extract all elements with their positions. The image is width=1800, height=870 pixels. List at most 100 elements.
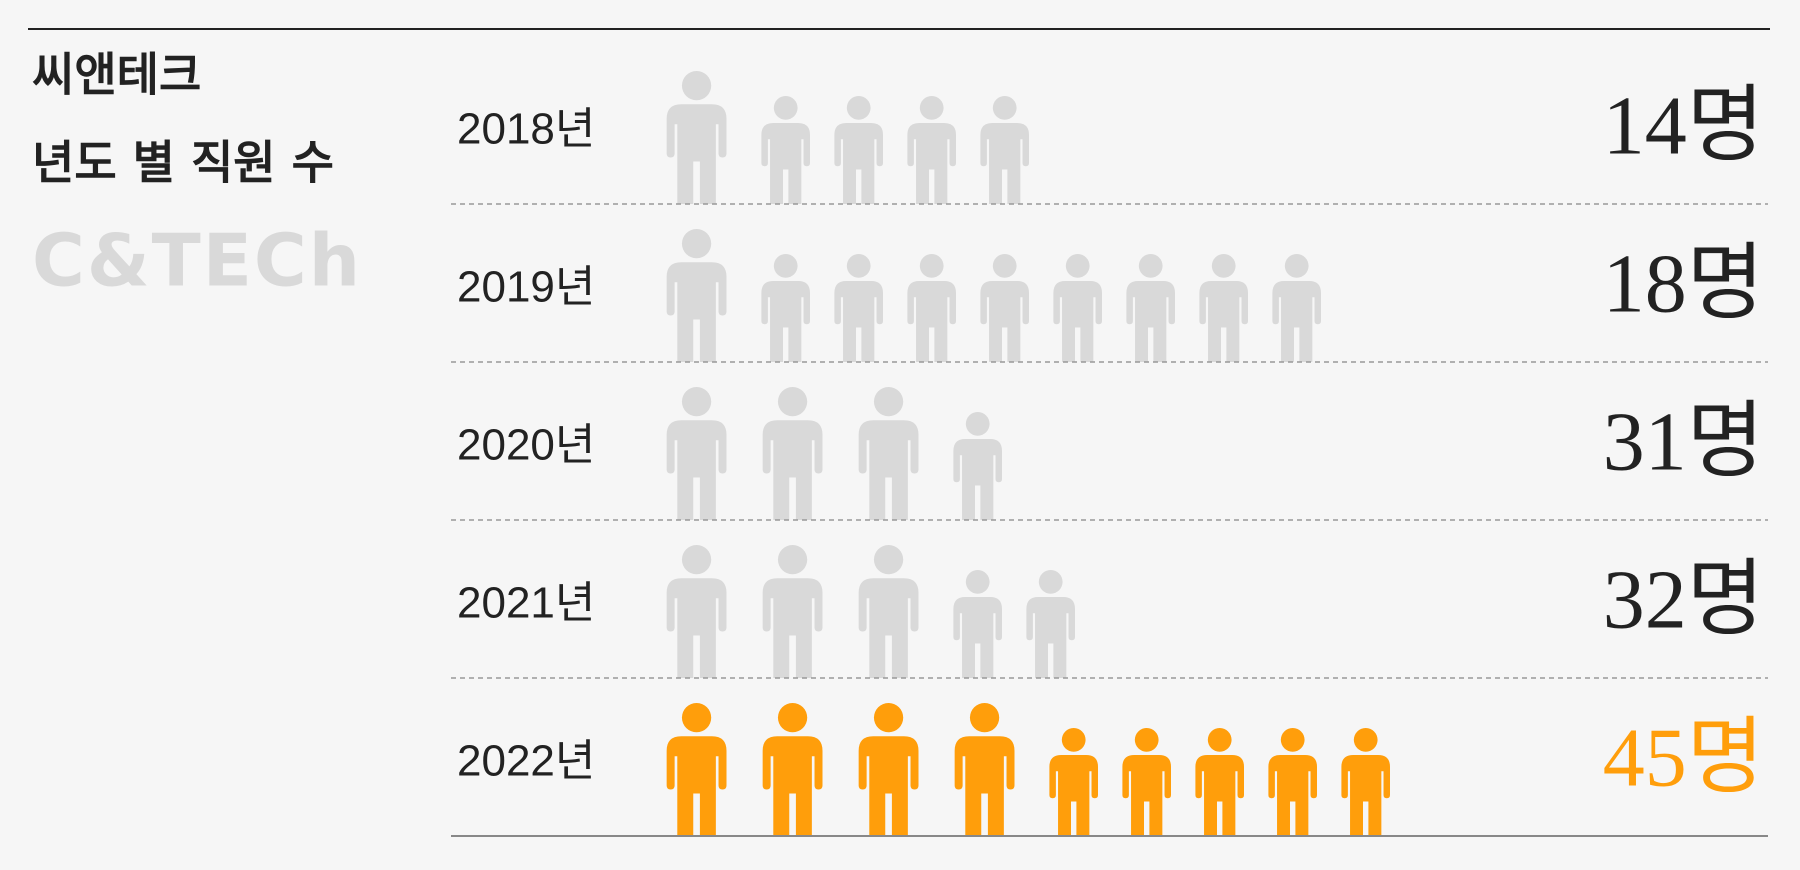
person-icon — [907, 254, 956, 362]
year-label: 2019년 — [457, 263, 595, 312]
icon-head — [773, 254, 798, 278]
person-icon — [980, 254, 1029, 362]
icon-body — [907, 281, 956, 362]
person-icon — [1341, 728, 1390, 836]
value-label: 45명 — [1603, 711, 1764, 804]
icon-body — [1122, 755, 1171, 836]
person-icon — [858, 703, 919, 836]
icon-head — [1065, 254, 1090, 278]
icon-head — [873, 545, 904, 575]
person-icon — [1272, 254, 1321, 362]
person-icon — [907, 96, 956, 204]
icon-head — [1038, 570, 1063, 594]
icon-head — [681, 229, 712, 259]
icon-head — [1280, 728, 1305, 752]
icon-body — [907, 123, 956, 204]
icon-head — [777, 703, 808, 733]
person-icon — [858, 387, 919, 520]
icon-body — [953, 439, 1002, 520]
icon-head — [992, 96, 1017, 120]
icon-body — [761, 281, 810, 362]
icon-body — [1126, 281, 1175, 362]
year-label: 2022년 — [457, 737, 595, 786]
value-label: 32명 — [1603, 553, 1764, 646]
icon-head — [1207, 728, 1232, 752]
person-icon — [1122, 728, 1171, 836]
person-icon — [666, 387, 727, 520]
person-icon — [666, 71, 727, 204]
logo: C&TECh — [32, 219, 362, 303]
chart-title: 씨앤테크 — [32, 48, 201, 102]
icon-body — [666, 104, 727, 204]
person-icon — [666, 229, 727, 362]
icon-head — [1061, 728, 1086, 752]
person-icon — [980, 96, 1029, 204]
chart-subtitle: 년도 별 직원 수 — [32, 136, 334, 190]
icon-body — [1268, 755, 1317, 836]
icon-head — [1211, 254, 1236, 278]
icon-head — [846, 96, 871, 120]
icon-head — [873, 387, 904, 417]
icon-body — [1026, 597, 1075, 678]
icon-head — [846, 254, 871, 278]
icon-body — [666, 736, 727, 836]
icon-body — [1272, 281, 1321, 362]
icon-head — [681, 703, 712, 733]
icon-head — [773, 96, 798, 120]
icon-head — [992, 254, 1017, 278]
person-icon — [666, 545, 727, 678]
person-icon — [762, 387, 823, 520]
icon-head — [777, 387, 808, 417]
icon-head — [919, 254, 944, 278]
icon-head — [681, 545, 712, 575]
icon-head — [1284, 254, 1309, 278]
person-icon — [762, 545, 823, 678]
icon-body — [666, 262, 727, 362]
icon-body — [954, 736, 1015, 836]
icon-body — [834, 123, 883, 204]
icon-body — [953, 597, 1002, 678]
person-icon — [1053, 254, 1102, 362]
icon-body — [762, 420, 823, 520]
icon-body — [761, 123, 810, 204]
person-icon — [762, 703, 823, 836]
year-label: 2021년 — [457, 579, 595, 628]
person-icon — [1026, 570, 1075, 678]
icon-body — [1195, 755, 1244, 836]
icon-head — [1138, 254, 1163, 278]
year-label: 2018년 — [457, 105, 595, 154]
person-icon — [858, 545, 919, 678]
icon-body — [980, 123, 1029, 204]
icon-body — [1049, 755, 1098, 836]
value-label: 31명 — [1603, 395, 1764, 488]
icon-head — [965, 570, 990, 594]
person-icon — [834, 96, 883, 204]
icon-body — [666, 578, 727, 678]
icon-body — [1341, 755, 1390, 836]
person-icon — [834, 254, 883, 362]
icon-head — [873, 703, 904, 733]
icon-body — [666, 420, 727, 520]
icon-body — [858, 420, 919, 520]
person-icon — [954, 703, 1015, 836]
icon-body — [980, 281, 1029, 362]
value-label: 18명 — [1603, 237, 1764, 330]
person-icon — [953, 412, 1002, 520]
person-icon — [1126, 254, 1175, 362]
icon-head — [965, 412, 990, 436]
icon-body — [762, 736, 823, 836]
value-label: 14명 — [1603, 79, 1764, 172]
person-icon — [1199, 254, 1248, 362]
icon-body — [858, 578, 919, 678]
icon-head — [681, 387, 712, 417]
person-icon — [1268, 728, 1317, 836]
person-icon — [1195, 728, 1244, 836]
icon-body — [1053, 281, 1102, 362]
icon-head — [1134, 728, 1159, 752]
person-icon — [761, 96, 810, 204]
icon-head — [681, 71, 712, 101]
person-icon — [1049, 728, 1098, 836]
icon-head — [1353, 728, 1378, 752]
person-icon — [666, 703, 727, 836]
year-label: 2020년 — [457, 421, 595, 470]
